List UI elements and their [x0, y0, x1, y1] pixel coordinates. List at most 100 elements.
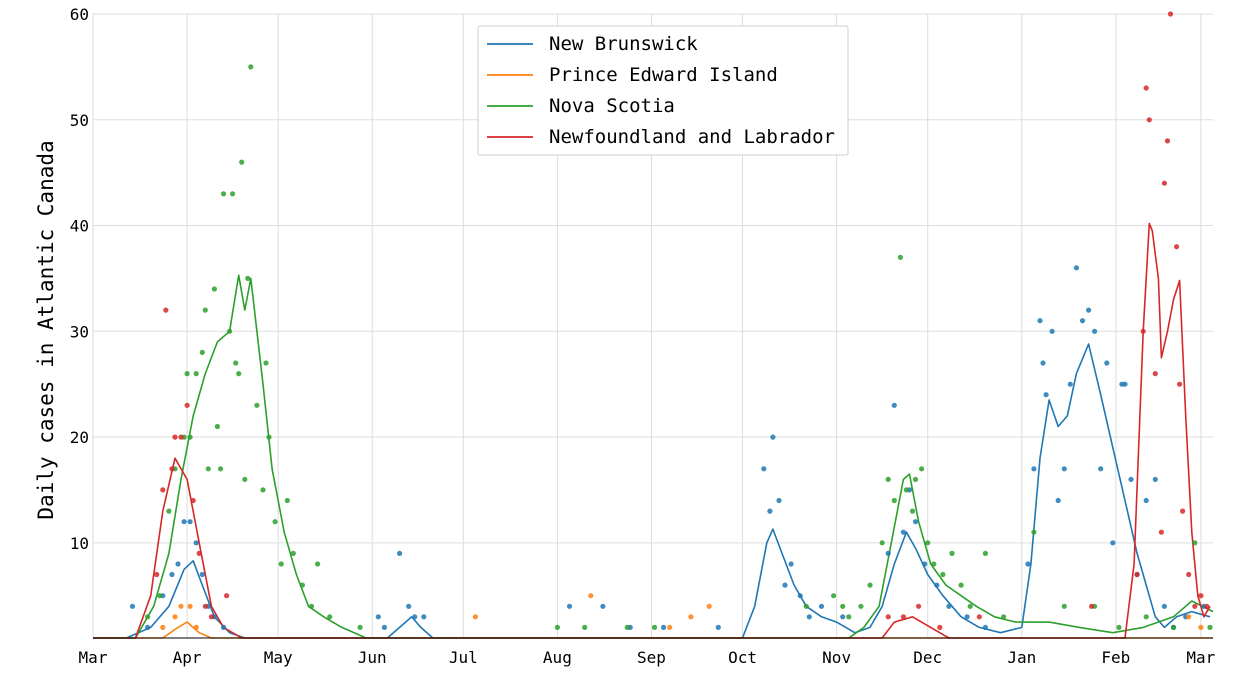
data-point: [1037, 318, 1043, 324]
data-point: [925, 540, 931, 546]
data-point: [1055, 497, 1061, 504]
legend-label: Newfoundland and Labrador: [549, 126, 835, 148]
data-point: [858, 603, 864, 609]
y-axis-title: Daily cases in Atlantic Canada: [34, 140, 58, 519]
data-point: [840, 614, 846, 620]
data-point: [867, 582, 873, 588]
data-point: [421, 614, 427, 620]
data-point: [1073, 265, 1079, 271]
data-point: [193, 371, 199, 377]
data-point: [172, 614, 178, 620]
data-point: [982, 624, 989, 631]
data-point: [885, 550, 891, 557]
data-point: [412, 614, 418, 620]
data-point: [885, 476, 891, 482]
legend: New Brunswick Prince Edward Island Nova Sc…: [477, 25, 849, 156]
data-point: [1061, 603, 1067, 609]
data-point: [776, 497, 782, 504]
data-point: [239, 159, 245, 165]
data-point: [254, 402, 260, 408]
data-point: [1161, 603, 1167, 609]
legend-label: Nova Scotia: [549, 95, 675, 117]
data-point: [172, 434, 178, 440]
data-point: [916, 603, 922, 609]
data-point: [199, 349, 205, 355]
data-point: [154, 571, 160, 578]
data-point: [284, 497, 290, 504]
data-point: [178, 434, 184, 440]
data-point: [196, 550, 202, 557]
data-point: [967, 603, 973, 609]
data-point: [1079, 318, 1086, 324]
legend-label: New Brunswick: [549, 33, 698, 55]
data-point: [299, 582, 305, 588]
data-point: [1089, 603, 1095, 609]
data-point: [472, 614, 478, 620]
y-tick-label: 20: [70, 428, 89, 447]
x-tick-label: Jul: [449, 648, 478, 667]
x-tick-label: May: [264, 648, 293, 667]
data-point: [224, 593, 230, 599]
data-point: [831, 593, 837, 599]
data-point: [879, 540, 885, 546]
data-point: [1186, 614, 1192, 620]
data-point: [624, 624, 630, 631]
data-point: [236, 371, 242, 377]
data-point: [1186, 571, 1192, 578]
data-point: [1174, 244, 1180, 250]
data-point: [208, 614, 214, 620]
data-point: [211, 286, 217, 292]
data-point: [1143, 614, 1149, 620]
data-point: [1152, 371, 1158, 377]
data-point: [181, 519, 187, 525]
data-point: [554, 624, 561, 631]
data-point: [912, 476, 919, 482]
data-point: [278, 561, 284, 567]
data-point: [782, 582, 788, 588]
data-point: [230, 191, 236, 197]
data-point: [770, 434, 776, 440]
data-point: [600, 603, 606, 609]
data-point: [357, 624, 363, 631]
data-point: [982, 550, 989, 557]
data-point: [169, 571, 175, 578]
data-point: [248, 64, 254, 70]
data-point: [205, 466, 211, 472]
data-point: [1025, 561, 1031, 567]
x-tick-label: Mar: [79, 648, 108, 667]
x-tick-label: Mar: [1186, 648, 1215, 667]
data-point: [129, 603, 136, 609]
data-point: [1134, 571, 1140, 578]
data-point: [1192, 603, 1198, 609]
data-point: [308, 603, 315, 609]
x-tick-label: Oct: [728, 648, 757, 667]
data-point: [160, 624, 166, 631]
data-point: [949, 550, 955, 557]
data-point: [1152, 476, 1158, 482]
data-point: [1040, 360, 1046, 366]
legend-box: [477, 25, 849, 156]
data-point: [1043, 392, 1049, 398]
data-point: [891, 497, 897, 504]
x-tick-labels: Mar Apr May Jun Jul Aug Sep Oct Nov Dec Jan Feb Mar: [79, 648, 1216, 667]
data-point: [190, 497, 196, 504]
data-point: [940, 571, 946, 578]
data-point: [706, 603, 712, 609]
data-point: [1086, 307, 1092, 313]
data-point: [946, 603, 952, 609]
data-point: [397, 550, 403, 557]
data-point: [145, 624, 151, 631]
data-point: [202, 307, 208, 313]
data-point: [315, 561, 321, 567]
y-tick-label: 30: [70, 322, 89, 341]
data-point: [166, 508, 172, 514]
data-point: [806, 614, 812, 620]
data-point: [1204, 603, 1210, 609]
data-point: [1116, 624, 1122, 631]
data-point: [160, 487, 166, 493]
data-point: [272, 519, 278, 525]
data-point: [220, 624, 227, 631]
data-point: [1161, 180, 1167, 186]
data-point: [922, 561, 928, 567]
data-point: [912, 519, 919, 525]
